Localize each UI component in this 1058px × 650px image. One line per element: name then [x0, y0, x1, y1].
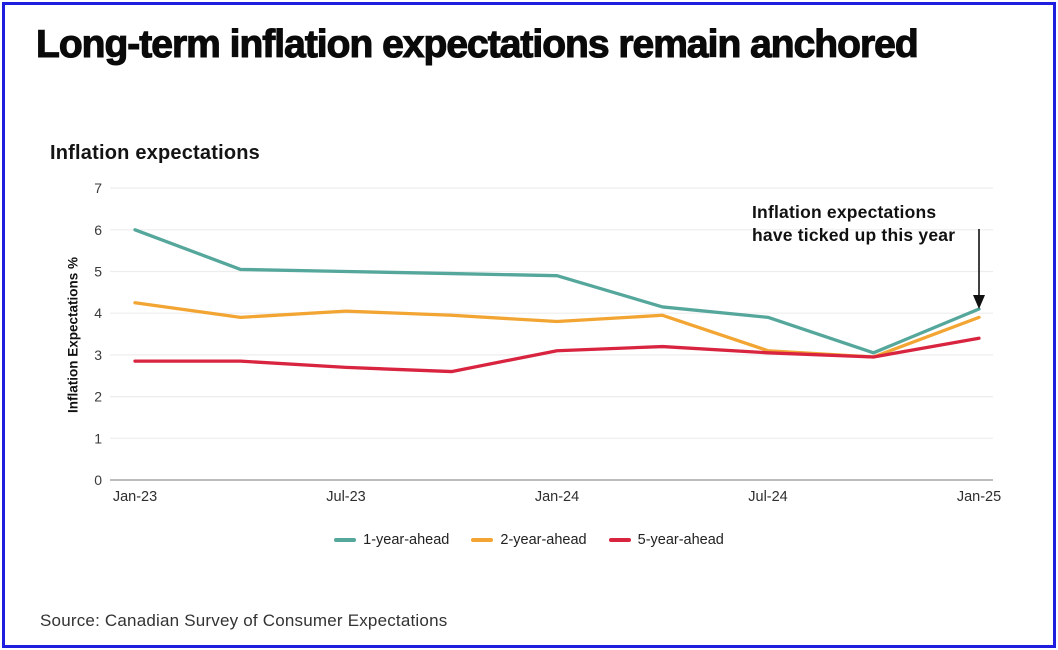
y-tick-label: 1	[94, 430, 102, 446]
y-tick-label: 6	[94, 222, 102, 238]
x-tick-label: Jan-25	[957, 489, 1001, 505]
legend-swatch-orange	[471, 538, 494, 542]
y-tick-label: 2	[94, 389, 102, 405]
legend-item-1-year-ahead: 1-year-ahead	[334, 532, 449, 548]
page-title: Long-term inflation expectations remain …	[35, 22, 919, 66]
annotation-arrow-head	[973, 295, 985, 309]
x-tick-label: Jul-23	[326, 489, 366, 505]
legend-item-5-year-ahead: 5-year-ahead	[608, 532, 724, 548]
legend-item-2-year-ahead: 2-year-ahead	[471, 532, 587, 548]
series-line-5-year-ahead	[133, 336, 981, 374]
legend-label: 1-year-ahead	[363, 532, 450, 548]
legend-label: 5-year-ahead	[637, 532, 724, 548]
x-tick-label: Jul-24	[748, 489, 788, 505]
legend: 1-year-ahead 2-year-ahead 5-year-ahead	[5, 532, 1053, 548]
series-line-1-year-ahead	[133, 228, 981, 355]
x-tick-label: Jan-24	[535, 489, 579, 505]
x-axis-ticks: Jan-23 Jul-23 Jan-24 Jul-24 Jan-25	[113, 489, 1001, 505]
gridlines	[110, 187, 993, 481]
line-chart: 0 1 2 3 4 5 6 7 Jan-23 Jul-23 Jan-24 Jul-24 Jan-25	[94, 180, 1001, 505]
annotation-line-1: Inflation expectations	[752, 202, 937, 222]
annotation: Inflation expectations have ticked up th…	[752, 201, 955, 247]
y-tick-label: 4	[94, 305, 102, 321]
y-tick-label: 7	[94, 180, 102, 196]
series-line-2-year-ahead	[133, 301, 981, 359]
source-note: Source: Canadian Survey of Consumer Expe…	[40, 611, 448, 630]
y-tick-label: 0	[94, 472, 102, 488]
y-axis-ticks: 0 1 2 3 4 5 6 7	[94, 180, 102, 488]
y-tick-label: 3	[94, 347, 102, 363]
annotation-arrow	[973, 229, 985, 309]
legend-swatch-red	[608, 538, 631, 542]
legend-label: 2-year-ahead	[500, 532, 587, 548]
series-lines	[133, 228, 981, 374]
y-tick-label: 5	[94, 264, 102, 280]
legend-swatch-teal	[334, 538, 357, 542]
x-tick-label: Jan-23	[113, 489, 157, 505]
annotation-line-2: have ticked up this year	[752, 225, 956, 245]
chart-title: Inflation expectations	[50, 142, 260, 164]
